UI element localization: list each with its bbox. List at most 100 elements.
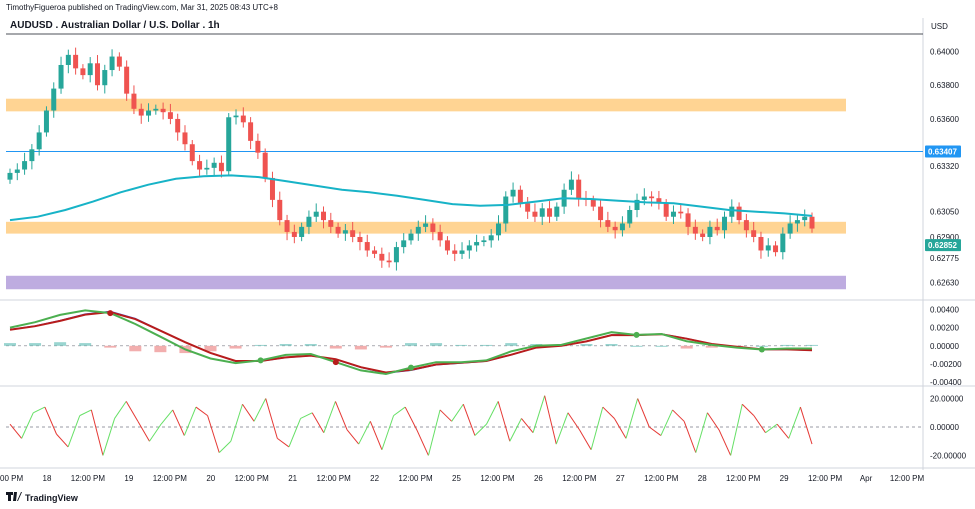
macd-histogram-bar [54,342,67,346]
time-tick-label: 12:00 PM [153,474,188,483]
osc-line-segment [114,401,127,419]
osc-tick-label: 0.00000 [930,423,959,432]
osc-line-segment [799,406,813,445]
candle-body [503,196,509,224]
osc-line-segment [613,418,627,439]
macd-fast-line [9,309,812,376]
candle-body [175,118,181,133]
candle-body [773,245,779,253]
price-tick-label: 0.62775 [930,254,959,263]
macd-histogram-bar [129,345,142,352]
candle-body [488,235,494,241]
macd-histogram-bar [254,344,267,346]
macd-histogram-bar [279,344,292,346]
time-tick-label: 21 [288,474,297,483]
macd-cross-dot [408,364,414,371]
time-tick-label: 18 [43,474,52,483]
symbol-title: AUDUSD . Australian Dollar / U.S. Dollar… [10,20,220,31]
candle-body [379,253,385,261]
osc-line-segment [660,409,673,436]
candle-body [590,199,596,207]
candle-body [342,230,348,234]
macd-histogram-bar [806,344,818,346]
osc-line-segment [474,423,487,436]
osc-line-segment [56,433,69,448]
osc-line-segment [706,412,720,431]
candle-body [743,220,749,231]
osc-line-segment [9,423,23,439]
osc-line-segment [555,412,569,445]
osc-line-segment [44,406,57,435]
time-tick-label: 12:00 PM [890,474,925,483]
osc-line-segment [67,415,81,448]
macd-histogram-bar [680,345,693,349]
candle-body [466,245,472,251]
price-tick-label: 0.62630 [930,279,959,288]
price-tick-label: 0.63050 [930,208,959,217]
candle-body [641,196,647,200]
macd-cross-dot [107,310,114,317]
osc-line-segment [427,409,441,456]
candle-body [240,115,246,123]
zone-resistance-upper [6,98,846,112]
macd-cross-dot [758,346,765,353]
tradingview-logo-icon [6,492,22,503]
osc-line-segment [672,409,685,422]
candle-body [437,231,443,241]
macd-histogram-bar [29,343,42,346]
macd-histogram-bar [480,344,493,346]
candle-body [138,108,144,116]
osc-line-segment [149,423,162,442]
macd-cross-dot [257,357,264,364]
currency-label[interactable]: USD [931,22,948,31]
osc-line-segment [439,409,453,422]
candle-body [372,250,378,254]
price-badge-bg [925,145,961,158]
osc-line-segment [416,429,429,456]
macd-histogram-bar [430,343,443,346]
time-tick-label: 26 [534,474,543,483]
candle-body [87,63,93,76]
time-tick-label: 12:00 PM [808,474,843,483]
candle-body [277,199,283,221]
time-tick-label: 28 [698,474,707,483]
zone-support [6,275,846,290]
macd-histogram-bar [780,344,793,346]
candle-body [780,233,786,253]
osc-line-segment [683,421,697,453]
candle-body [73,54,79,69]
candle-body [255,140,261,153]
osc-line-segment [253,398,267,422]
osc-line-segment [730,404,743,456]
candle-body [109,56,115,71]
candle-body [218,162,224,172]
moving-average-line [9,174,813,222]
macd-histogram-bar [4,343,16,346]
time-tick-label: 12:00 PM [317,474,352,483]
price-badge-bg [925,239,961,252]
candle-body [160,108,166,113]
candle-body [248,122,254,141]
osc-line-segment [218,440,232,453]
macd-cross-dot [633,331,640,338]
osc-line-segment [79,409,92,417]
osc-line-segment [207,415,220,453]
candle-body [226,117,232,172]
candle-body [94,63,100,86]
candle-body [765,245,771,251]
time-tick-label: 27 [616,474,625,483]
macd-tick-label: 0.00200 [930,324,959,333]
osc-line-segment [242,403,255,422]
osc-line-segment [277,437,290,448]
candle-body [517,189,523,204]
footer: TradingView [6,492,78,503]
time-tick-label: 12:00 PM [480,474,515,483]
candle-body [328,220,334,227]
candle-body [729,206,735,217]
price-badge-label: 0.62852 [928,241,957,250]
macd-histogram-bar [229,345,242,349]
candle-body [481,240,487,243]
candle-body [423,223,429,227]
candle-body [14,169,20,173]
